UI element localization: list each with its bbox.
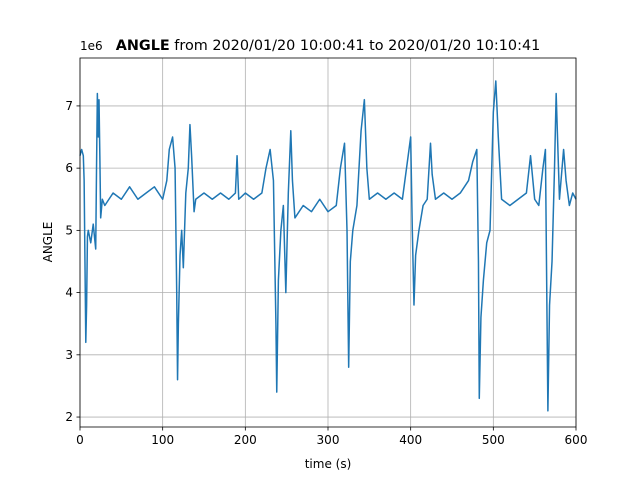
y-tick-label: 2 xyxy=(65,410,73,424)
chart-title: ANGLE from 2020/01/20 10:00:41 to 2020/0… xyxy=(116,38,541,54)
offset-text: 1e6 xyxy=(80,39,103,53)
title-rest: from 2020/01/20 10:00:41 to 2020/01/20 1… xyxy=(174,38,540,54)
y-axis-label: ANGLE xyxy=(41,222,55,263)
y-tick-label: 5 xyxy=(65,223,73,237)
x-tick-label: 100 xyxy=(151,433,174,447)
y-tick-label: 3 xyxy=(65,348,73,362)
x-axis-label: time (s) xyxy=(305,457,352,471)
x-tick-label: 600 xyxy=(565,433,588,447)
x-tick-label: 300 xyxy=(317,433,340,447)
x-tick-label: 400 xyxy=(399,433,422,447)
y-tick-label: 6 xyxy=(65,161,73,175)
data-line xyxy=(79,80,577,412)
grid xyxy=(79,58,577,427)
title-bold: ANGLE xyxy=(116,38,170,54)
y-tick-label: 4 xyxy=(65,286,73,300)
axes-frame xyxy=(79,57,577,428)
x-tick-label: 0 xyxy=(76,433,84,447)
y-tick-label: 7 xyxy=(65,99,73,113)
x-tick-label: 200 xyxy=(234,433,257,447)
x-tick-label: 500 xyxy=(482,433,505,447)
